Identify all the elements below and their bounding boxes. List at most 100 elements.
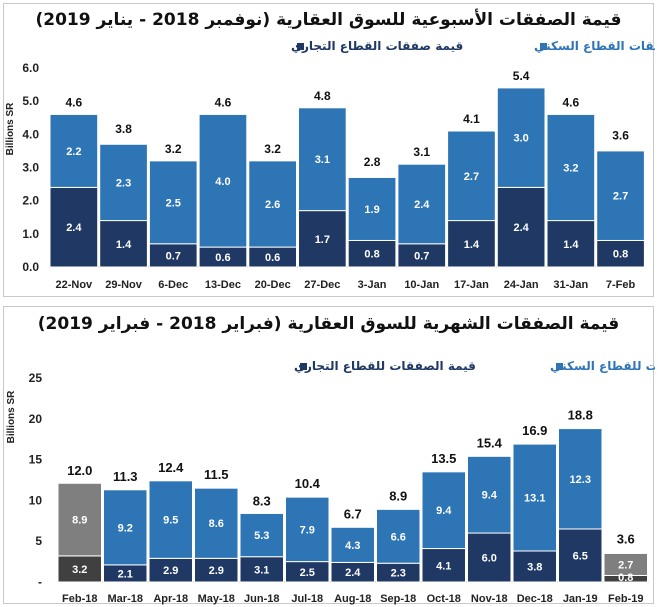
bar-total-label: 8.9 xyxy=(389,488,407,503)
bar-segment xyxy=(496,87,546,188)
bar-value-label: 2.6 xyxy=(265,199,280,211)
bar-total-label: 3.2 xyxy=(165,142,182,156)
bar-total-label: 4.8 xyxy=(314,89,331,103)
bar-total-label: 8.3 xyxy=(253,493,271,508)
bar-value-label: 2.9 xyxy=(209,565,224,577)
y-tick-label: 5 xyxy=(35,534,42,548)
y-tick-label: 4.0 xyxy=(22,127,39,141)
bar-segment xyxy=(198,113,248,248)
bar-segment xyxy=(347,176,397,241)
x-tick-label: Feb-18 xyxy=(62,593,97,605)
bar-value-label: 12.3 xyxy=(570,474,591,486)
x-tick-label: 27-Dec xyxy=(304,279,340,291)
bar-total-label: 3.1 xyxy=(413,145,430,159)
bar-segment xyxy=(558,528,603,583)
bar-value-label: 3.1 xyxy=(315,154,330,166)
x-tick-label: Mar-18 xyxy=(108,593,143,605)
bar-total-label: 4.6 xyxy=(563,95,580,109)
bar-segment xyxy=(546,220,596,268)
bar-value-label: 2.9 xyxy=(163,565,178,577)
x-tick-label: 29-Nov xyxy=(105,279,143,291)
x-tick-label: 6-Dec xyxy=(158,279,188,291)
legend-swatch xyxy=(556,363,563,370)
y-tick-label: 3.0 xyxy=(22,161,39,175)
bar-value-label: 2.5 xyxy=(300,567,315,579)
bar-value-label: 6.5 xyxy=(573,550,588,562)
bar-total-label: 4.6 xyxy=(66,95,83,109)
x-tick-label: 24-Jan xyxy=(504,279,539,291)
bar-value-label: 2.4 xyxy=(66,222,82,234)
x-tick-label: 7-Feb xyxy=(606,279,636,291)
bar-value-label: 0.6 xyxy=(215,252,230,264)
bar-value-label: 2.7 xyxy=(618,559,633,571)
legend-label: قيمة الصفقات للقطاع السكني xyxy=(550,359,655,373)
y-tick-label: 20 xyxy=(29,412,43,426)
bar-total-label: 3.2 xyxy=(264,142,281,156)
bar-segment xyxy=(57,482,102,557)
bar-segment xyxy=(447,130,496,222)
x-tick-label: 10-Jan xyxy=(404,279,439,291)
bar-segment xyxy=(148,160,198,245)
weekly-chart-panel: قيمة الصفقات الأسبوعية للسوق العقارية (ن… xyxy=(3,3,655,297)
bar-value-label: 0.7 xyxy=(166,250,181,262)
bar-total-label: 13.5 xyxy=(431,451,456,466)
y-tick-label: 10 xyxy=(29,493,43,507)
bar-total-label: 15.4 xyxy=(477,435,503,450)
bar-segment xyxy=(596,150,645,241)
bar-segment xyxy=(330,526,375,563)
bar-value-label: 9.2 xyxy=(118,522,133,534)
bar-total-label: 2.8 xyxy=(364,155,381,169)
y-axis-title: Billions SR xyxy=(5,102,16,156)
bar-value-label: 2.3 xyxy=(116,177,131,189)
bar-segment xyxy=(376,508,421,564)
bar-total-label: 3.8 xyxy=(115,122,132,136)
bar-total-label: 16.9 xyxy=(522,423,547,438)
bar-total-label: 12.4 xyxy=(158,460,184,475)
bar-value-label: 3.8 xyxy=(527,561,542,573)
bar-value-label: 3.2 xyxy=(72,564,87,576)
bar-total-label: 4.1 xyxy=(463,112,480,126)
y-tick-label: 0.0 xyxy=(22,260,39,274)
bar-value-label: 3.2 xyxy=(563,163,578,175)
bar-value-label: 0.8 xyxy=(618,572,633,584)
bar-segment xyxy=(103,489,148,566)
bar-segment xyxy=(546,113,596,222)
y-tick-label: 5.0 xyxy=(22,94,39,108)
bar-total-label: 11.5 xyxy=(204,467,229,482)
x-tick-label: 20-Dec xyxy=(255,279,291,291)
y-tick-label: 15 xyxy=(29,453,43,467)
bar-value-label: 0.7 xyxy=(414,250,429,262)
bar-value-label: 2.7 xyxy=(464,171,479,183)
bar-value-label: 7.9 xyxy=(300,524,315,536)
y-tick-label: 1.0 xyxy=(22,227,39,241)
legend-swatch xyxy=(300,363,307,370)
bar-value-label: 2.1 xyxy=(118,568,133,580)
x-tick-label: Feb-19 xyxy=(608,593,643,605)
bar-value-label: 1.4 xyxy=(563,239,579,251)
bar-value-label: 3.1 xyxy=(254,564,269,576)
x-tick-label: 13-Dec xyxy=(205,279,241,291)
bar-value-label: 2.2 xyxy=(66,146,81,158)
bar-segment xyxy=(239,512,284,558)
bar-value-label: 5.3 xyxy=(254,530,269,542)
bar-value-label: 1.4 xyxy=(116,239,132,251)
legend-label: قيمة الصفقات للقطاع التجاري xyxy=(294,359,476,373)
bar-value-label: 2.4 xyxy=(414,199,430,211)
bar-value-label: 3.0 xyxy=(514,133,529,145)
bar-value-label: 0.8 xyxy=(364,249,379,261)
bar-value-label: 9.4 xyxy=(482,490,498,502)
x-tick-label: Oct-18 xyxy=(427,593,461,605)
bar-value-label: 8.6 xyxy=(209,518,224,530)
x-tick-label: 22-Nov xyxy=(56,279,94,291)
bar-value-label: 1.7 xyxy=(315,234,330,246)
legend-label: قيمة صفقات القطاع السكني xyxy=(534,39,655,53)
bar-segment xyxy=(512,550,557,583)
y-tick-label: - xyxy=(38,575,42,589)
bar-value-label: 2.5 xyxy=(166,197,181,209)
bar-total-label: 4.6 xyxy=(215,95,232,109)
x-tick-label: Sep-18 xyxy=(380,593,416,605)
bar-segment xyxy=(49,113,99,188)
bar-total-label: 3.6 xyxy=(612,129,629,143)
bar-value-label: 0.6 xyxy=(265,252,280,264)
x-tick-label: Apr-18 xyxy=(153,593,188,605)
